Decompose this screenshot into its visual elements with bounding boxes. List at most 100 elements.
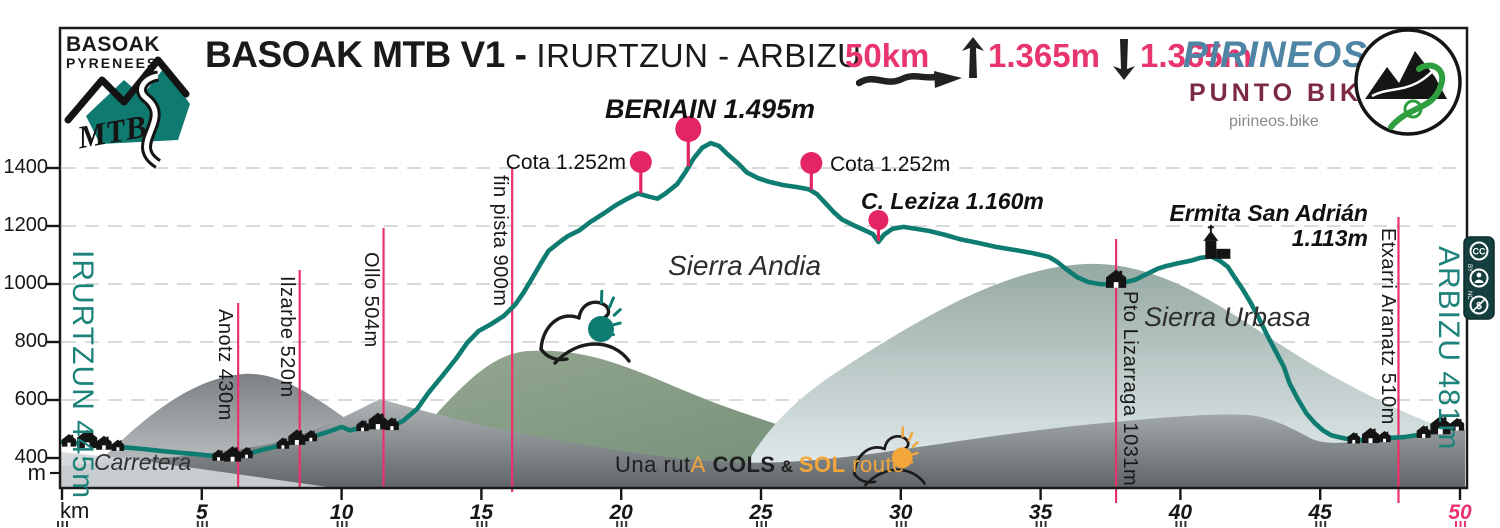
- house-door: [361, 427, 365, 432]
- x-tick-label-35: 35: [1028, 501, 1053, 524]
- map-icons: [62, 224, 1465, 487]
- x-microtick-35-0: [1035, 521, 1038, 527]
- cyclist-sun: [588, 316, 614, 342]
- cyclist-bottom-stroke: [864, 468, 926, 487]
- house-door: [309, 437, 313, 442]
- label-ermita-line1: Ermita San Adrián: [1169, 200, 1368, 226]
- house-chimney: [1355, 432, 1358, 437]
- village-houses-arbizu: [1416, 416, 1465, 438]
- y-tick-label-1400: 1400: [3, 156, 49, 178]
- label-sierra-urbasa: Sierra Urbasa: [1144, 302, 1311, 332]
- x-axis-unit: km: [60, 498, 90, 523]
- x-microtick-50-1: [1459, 521, 1462, 527]
- house-chimney: [312, 430, 315, 435]
- axes-ticks: [46, 166, 1466, 527]
- x-tick-label-45: 45: [1308, 501, 1332, 524]
- x-microtick-10-0: [336, 521, 339, 527]
- logo-mtb-script: MTB: [74, 108, 150, 156]
- x-microtick-10-2: [345, 521, 348, 527]
- x-microtick-20-1: [620, 521, 623, 527]
- cyclist-icon-orange: [852, 426, 926, 487]
- pin-head-cota-west: [629, 151, 652, 173]
- x-tick-label-30: 30: [889, 501, 913, 524]
- house-chimney: [106, 436, 109, 442]
- x-microtick-5-0: [196, 521, 199, 527]
- house-chimney: [220, 450, 223, 455]
- x-microtick-5-1: [201, 521, 204, 527]
- x-microtick-35-2: [1044, 521, 1047, 527]
- house-door: [1455, 426, 1459, 431]
- pin-head-cota-east: [800, 152, 823, 174]
- cyclist-arm-stroke: [852, 472, 877, 484]
- label-anotz: Anotz 430m: [214, 309, 236, 421]
- house-door: [1368, 438, 1373, 444]
- y-tick-label-800: 800: [14, 330, 48, 352]
- house-chimney: [1386, 431, 1389, 436]
- publisher-subname: PUNTO BIKE: [1189, 79, 1383, 107]
- tagline-part-0: Una rut: [615, 452, 691, 477]
- house-chimney: [1443, 417, 1447, 424]
- x-microtick-0-0: [57, 521, 59, 527]
- brand-block: BASOAK PYRENEES: [66, 33, 161, 72]
- hill-road-wedge: [61, 452, 335, 488]
- x-microtick-15-1: [480, 521, 483, 527]
- license-badge: CC $ BY NC: [1463, 236, 1495, 320]
- nc-label: NC: [1466, 291, 1472, 300]
- cc-badge-background: [1463, 236, 1495, 320]
- tagline-part-2: COLS: [705, 452, 776, 477]
- house-chimney: [380, 413, 384, 420]
- x-microtick-50-0: [1455, 521, 1457, 527]
- x-microtick-30-1: [900, 521, 903, 527]
- tagline-part-1: A: [690, 452, 706, 477]
- cc-text: CC: [1473, 247, 1486, 257]
- x-microtick-5-2: [205, 521, 208, 527]
- church-icon: [1203, 224, 1231, 259]
- cyclist-head-stroke: [577, 300, 611, 320]
- route-tagline: Una rutA COLS & SOL route: [615, 452, 905, 478]
- cyclist-ray-2: [612, 308, 622, 317]
- x-microtick-40-0: [1175, 521, 1178, 527]
- y-tick-label-400: 400: [14, 446, 48, 468]
- pin-cota-west: [629, 151, 652, 194]
- x-microtick-45-2: [1324, 521, 1327, 527]
- x-tick-label-10: 10: [329, 501, 354, 524]
- page-title: BASOAK MTB V1 - IRURTZUN - ARBIZU: [205, 34, 861, 76]
- label-arbizu: ARBIZU 481m: [1432, 246, 1465, 451]
- x-tick-label-20: 20: [609, 501, 633, 524]
- house-door: [1383, 438, 1386, 443]
- tagline-part-5: route: [845, 452, 905, 477]
- logo-mountain-shape: [86, 68, 190, 144]
- x-microtick-25-2: [765, 521, 767, 527]
- hill-foreground: [61, 399, 1465, 488]
- x-microtick-25-0: [756, 521, 758, 527]
- cyclist-arm-stroke: [539, 347, 569, 362]
- logo-trail: [139, 73, 160, 167]
- house-door: [84, 442, 90, 449]
- ascent-arrow-icon: [962, 37, 984, 78]
- brand-name: BASOAK: [66, 33, 161, 56]
- house-door: [1438, 428, 1443, 435]
- x-microtick-45-0: [1315, 521, 1318, 527]
- nc-slash: [1472, 298, 1486, 312]
- x-tick-label-25: 25: [749, 501, 773, 524]
- y-tick-label-1000: 1000: [3, 272, 49, 294]
- logo-green-scribble: [1403, 99, 1423, 119]
- house-door: [390, 426, 394, 431]
- house-chimney: [394, 418, 397, 423]
- village-houses-ilzarbe: [276, 429, 318, 449]
- label-c-leziza: C. Leziza 1.160m: [861, 188, 1044, 214]
- house-chimney: [364, 420, 367, 425]
- cyclist-back-stroke: [852, 446, 886, 476]
- x-tick-label-15: 15: [469, 501, 494, 524]
- cyclist-back-stroke: [539, 314, 581, 351]
- label-ollo: Ollo 504m: [360, 252, 382, 348]
- house-chimney: [119, 440, 122, 445]
- title-route-name: BASOAK MTB V1 -: [205, 34, 527, 75]
- brand-subtitle: PYRENEES: [66, 55, 159, 72]
- cyclist-ray-1: [608, 296, 615, 309]
- x-tick-label-5: 5: [195, 501, 208, 524]
- x-microtick-35-1: [1040, 521, 1043, 527]
- church-tower: [1205, 240, 1217, 259]
- house-door: [281, 445, 285, 449]
- stat-distance: 50km: [845, 37, 930, 74]
